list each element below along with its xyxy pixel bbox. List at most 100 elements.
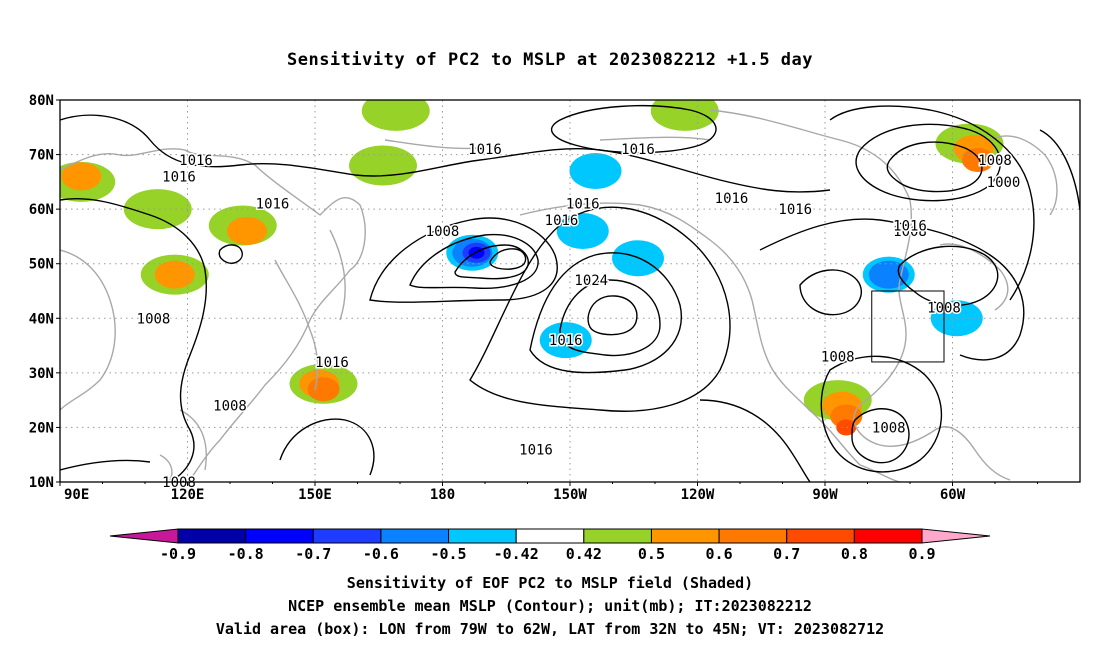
contour-label: 1016 — [256, 197, 290, 213]
lat-tick-label: 70N — [29, 148, 54, 164]
contour-line — [469, 206, 731, 412]
lat-tick-label: 40N — [29, 311, 54, 327]
colorbar-segment — [650, 528, 720, 544]
coastline — [159, 409, 207, 481]
lat-tick-label: 10N — [29, 475, 54, 491]
colorbar-label: -0.42 — [494, 545, 539, 563]
contour-line — [369, 217, 558, 303]
colorbar-segment — [786, 528, 855, 544]
colorbar-low-extend — [109, 528, 179, 544]
contour-line — [820, 355, 943, 473]
colorbar-segment — [583, 528, 652, 544]
colorbar-label: -0.7 — [295, 545, 331, 563]
shaded-region — [361, 100, 430, 131]
contour-line — [587, 295, 638, 336]
contour-label: 1016 — [315, 355, 349, 371]
lon-tick-label: 60W — [940, 487, 966, 503]
mslp-contours — [60, 105, 1080, 482]
contour-line — [60, 459, 151, 471]
contour-label: 1016 — [179, 153, 213, 169]
shaded-region — [868, 260, 909, 289]
lat-tick-label: 80N — [29, 93, 54, 109]
contour-line — [851, 408, 910, 464]
shaded-region — [307, 377, 340, 402]
shaded-region — [349, 145, 417, 186]
lon-tick-label: 120E — [171, 487, 205, 503]
contour-label: 1024 — [574, 273, 608, 289]
colorbar-label: 0.5 — [638, 545, 665, 563]
contour-line — [550, 105, 717, 154]
colorbar-label: 0.7 — [773, 545, 800, 563]
shaded-region — [569, 152, 622, 189]
contour-line — [60, 197, 208, 482]
coastline — [384, 136, 711, 150]
contour-label: 1008 — [821, 349, 855, 365]
contour-label: 1016 — [162, 169, 196, 185]
colorbar-segment — [312, 528, 382, 544]
chart-title: Sensitivity of PC2 to MSLP at 2023082212… — [286, 50, 813, 70]
colorbar-segment — [515, 528, 585, 544]
caption-valid-area: Valid area (box): LON from 79W to 62W, L… — [215, 620, 885, 638]
coastline — [274, 259, 319, 391]
contour-label: 1016 — [715, 191, 749, 207]
contour-line — [409, 233, 539, 289]
contour-line — [218, 244, 243, 264]
colorbar-label: 0.42 — [566, 545, 602, 563]
colorbar-segment — [853, 528, 923, 544]
colorbar-label: 0.9 — [908, 545, 935, 563]
lat-tick-label: 20N — [29, 420, 54, 436]
contour-line — [279, 418, 375, 476]
shaded-region — [123, 189, 192, 230]
contour-label: 1008 — [426, 224, 460, 240]
colorbar-segment — [245, 528, 314, 544]
contour-label: 1000 — [987, 175, 1021, 191]
lon-tick-label: 120W — [681, 487, 715, 503]
contour-label: 1016 — [545, 213, 579, 229]
colorbar-label: -0.6 — [363, 545, 399, 563]
lon-tick-label: 150E — [298, 487, 332, 503]
caption-contour: NCEP ensemble mean MSLP (Contour); unit(… — [288, 597, 812, 615]
coastline — [519, 202, 901, 482]
contour-line — [1039, 129, 1080, 211]
contour-line — [489, 248, 527, 270]
contour-label: 1016 — [566, 197, 600, 213]
lat-tick-label: 60N — [29, 202, 54, 218]
lon-tick-label: 90E — [64, 487, 89, 503]
colorbar-high-extend — [921, 528, 991, 544]
coastline-layer — [60, 109, 1058, 482]
contour-line — [829, 105, 1035, 301]
colorbar-segment — [380, 528, 450, 544]
lon-tick-label: 90W — [812, 487, 838, 503]
coastline — [709, 109, 1011, 481]
contour-label-layer: 1016101610161016101610161016100810161024… — [135, 141, 1022, 493]
contour-label: 1016 — [893, 219, 927, 235]
contour-line — [897, 245, 999, 306]
caption-shaded: Sensitivity of EOF PC2 to MSLP field (Sh… — [346, 574, 754, 592]
contour-label: 1008 — [162, 475, 196, 491]
colorbar-label: -0.5 — [430, 545, 466, 563]
contour-line — [759, 218, 1025, 361]
contour-line — [559, 279, 661, 357]
shaded-region — [539, 322, 592, 359]
colorbar-segment — [448, 528, 517, 544]
valid-area-box — [871, 290, 945, 363]
colorbar-label: 0.8 — [841, 545, 868, 563]
contour-line — [886, 141, 983, 193]
coastline — [329, 229, 346, 321]
lon-tick-label: 180 — [430, 487, 455, 503]
lat-tick-label: 50N — [29, 257, 54, 273]
lat-tick-label: 30N — [29, 366, 54, 382]
contour-line — [699, 399, 811, 482]
contour-line — [529, 252, 683, 374]
shaded-region — [61, 162, 102, 191]
contour-label: 1016 — [519, 442, 553, 458]
shaded-region — [650, 100, 719, 131]
contour-label: 1008 — [893, 224, 927, 240]
longitude-axis: 90E 120E 150E 180 150W 120W 90W 60W — [59, 482, 1038, 503]
coastline — [60, 249, 116, 411]
coastline — [60, 148, 366, 481]
contour-label: 1008 — [213, 399, 247, 415]
colorbar-label: 0.6 — [706, 545, 733, 563]
shaded-region — [154, 260, 195, 289]
